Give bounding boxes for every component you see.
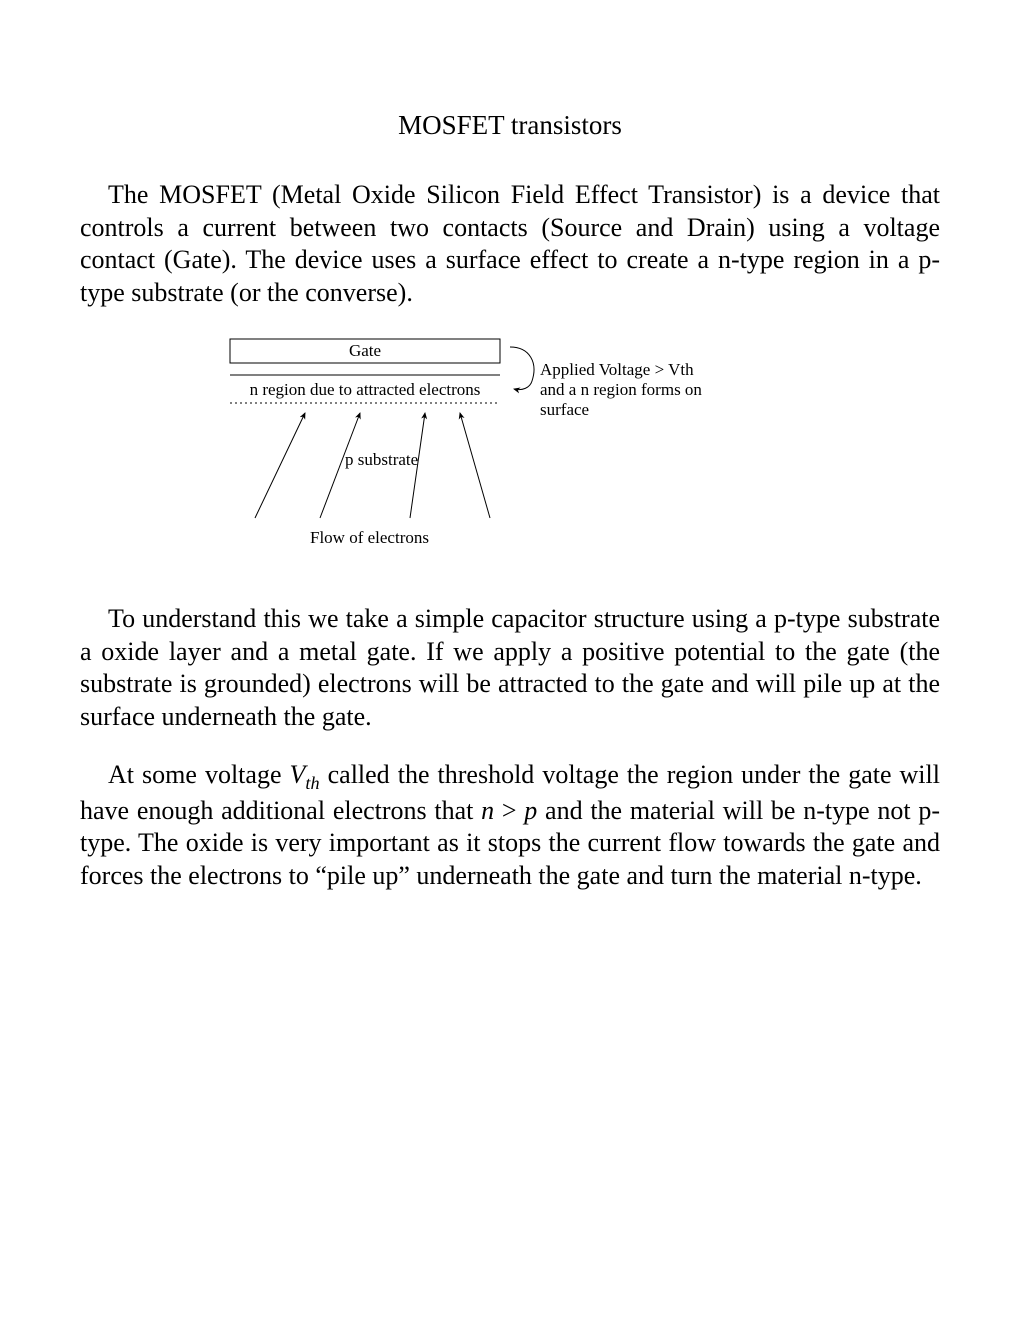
n-region-label: n region due to attracted electrons (250, 380, 481, 399)
annotation-line-2: surface (540, 400, 589, 419)
vth-subscript: th (305, 773, 319, 793)
figure-container: Gate n region due to attracted electrons p… (80, 333, 940, 563)
gt-symbol: > (494, 796, 524, 825)
page-title: MOSFET transistors (80, 110, 940, 141)
vth-symbol: V (290, 760, 306, 789)
annotation-arrow (510, 347, 534, 390)
annotation-line-0: Applied Voltage > Vth (540, 360, 694, 379)
annotation-line-1: and a n region forms on (540, 380, 702, 399)
paragraph-2: To understand this we take a simple capa… (80, 603, 940, 733)
n-symbol: n (481, 796, 494, 825)
p3-pre: At some voltage (108, 760, 290, 789)
paragraph-intro: The MOSFET (Metal Oxide Silicon Field Ef… (80, 179, 940, 309)
electron-arrow-3 (460, 413, 490, 518)
document-page: MOSFET transistors The MOSFET (Metal Oxi… (0, 0, 1020, 1320)
p-symbol: p (524, 796, 537, 825)
paragraph-3: At some voltage Vth called the threshold… (80, 759, 940, 892)
flow-label: Flow of electrons (310, 528, 429, 547)
gate-label: Gate (349, 341, 381, 360)
p-substrate-label: p substrate (345, 450, 418, 469)
electron-arrow-0 (255, 413, 305, 518)
mosfet-diagram: Gate n region due to attracted electrons p… (210, 333, 810, 563)
